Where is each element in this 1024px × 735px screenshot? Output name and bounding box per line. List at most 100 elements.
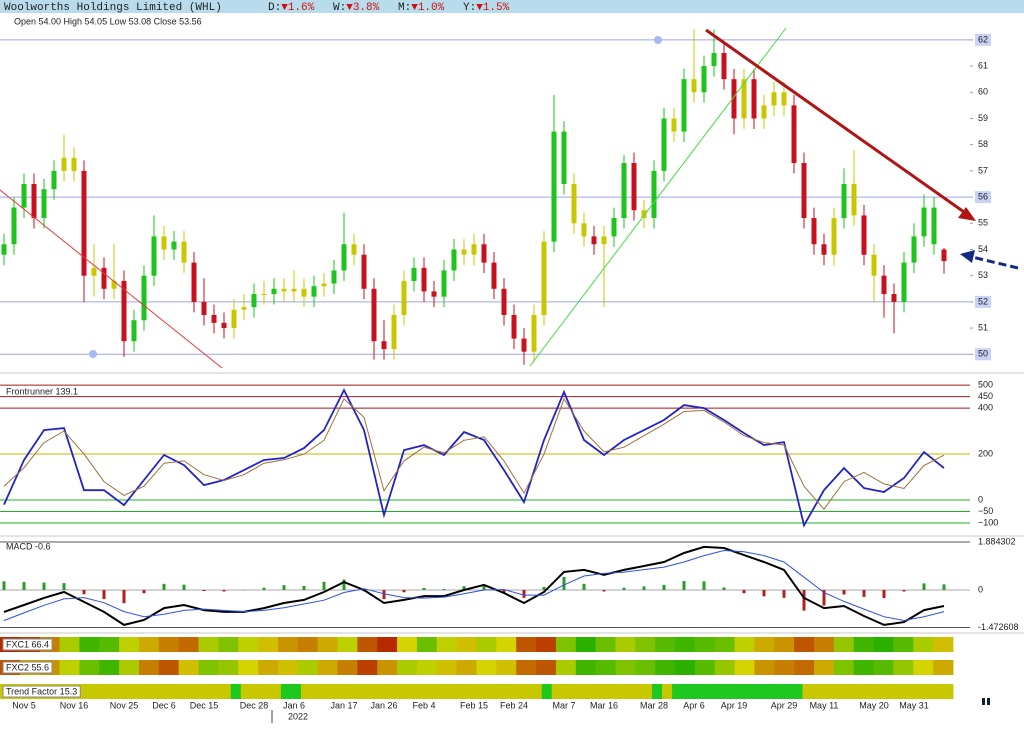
anchor-dot bbox=[654, 36, 662, 44]
change-item: Y:▼1.5% bbox=[463, 2, 510, 14]
heat-cell bbox=[119, 637, 140, 652]
heat-cell bbox=[873, 660, 894, 675]
candle-body bbox=[411, 267, 417, 281]
pause-icon[interactable] bbox=[982, 698, 985, 705]
heat-cell bbox=[913, 637, 934, 652]
change-item: D:▼1.6% bbox=[268, 2, 315, 14]
change-arrow: ▼ bbox=[346, 2, 353, 14]
heat-cell bbox=[541, 684, 553, 699]
trend-line bbox=[705, 28, 965, 214]
histogram-bar bbox=[182, 584, 186, 590]
heat-cell bbox=[59, 660, 80, 675]
histogram-bar bbox=[2, 581, 6, 590]
stock-title: Woolworths Holdings Limited (WHL) bbox=[4, 2, 222, 14]
candle-body bbox=[231, 309, 237, 329]
heat-cell bbox=[481, 684, 492, 699]
heat-cell bbox=[381, 684, 392, 699]
candle-body bbox=[21, 183, 27, 208]
heat-cell bbox=[280, 684, 292, 699]
tick-highlight bbox=[975, 191, 991, 204]
heat-cell bbox=[853, 660, 874, 675]
heat-cell bbox=[536, 637, 557, 652]
candle-body bbox=[771, 92, 777, 106]
candle-body bbox=[731, 79, 737, 119]
y-tick-label: 52 bbox=[978, 296, 988, 306]
candle-body bbox=[31, 183, 37, 219]
candle-body bbox=[921, 207, 927, 237]
heat-cell bbox=[238, 660, 259, 675]
heat-cell bbox=[456, 660, 477, 675]
heat-cell bbox=[238, 637, 259, 652]
heat-cell bbox=[932, 684, 944, 699]
histogram-bar bbox=[502, 589, 506, 594]
heat-cell bbox=[170, 684, 181, 699]
heat-cell bbox=[893, 660, 914, 675]
heat-cell bbox=[90, 684, 101, 699]
histogram-bar bbox=[582, 583, 586, 590]
histogram-bar bbox=[162, 583, 166, 590]
candle-body bbox=[651, 170, 657, 219]
heat-cell bbox=[99, 637, 120, 652]
heat-cell bbox=[694, 637, 716, 652]
heat-cell bbox=[732, 684, 743, 699]
heat-cell bbox=[277, 660, 299, 675]
candle-body bbox=[141, 275, 147, 321]
heat-cell bbox=[675, 660, 696, 675]
candle-body bbox=[791, 105, 797, 164]
x-tick-label: Apr 6 bbox=[683, 700, 705, 710]
x-tick-label: Nov 25 bbox=[110, 700, 139, 710]
candle-body bbox=[211, 314, 217, 323]
heat-cell bbox=[80, 684, 91, 699]
x-tick-label: Jan 6 bbox=[283, 700, 305, 710]
heat-cell bbox=[79, 660, 100, 675]
histogram-bar bbox=[802, 589, 806, 611]
heat-cell bbox=[361, 684, 372, 699]
heat-cell bbox=[642, 684, 653, 699]
histogram-bar bbox=[882, 589, 886, 599]
candle-body bbox=[781, 92, 787, 106]
heat-cell bbox=[471, 684, 482, 699]
change-arrow: ▼ bbox=[411, 2, 418, 14]
y-tick-label: 0 bbox=[978, 584, 983, 594]
histogram-bar bbox=[482, 584, 486, 590]
y-tick-label: -1.472608 bbox=[978, 622, 1019, 632]
heat-cell bbox=[397, 637, 418, 652]
heat-cell bbox=[456, 637, 477, 652]
heat-cell bbox=[655, 660, 676, 675]
heat-cell bbox=[621, 684, 633, 699]
heat-cell bbox=[496, 660, 517, 675]
row-label-box bbox=[2, 661, 53, 674]
pause-icon[interactable] bbox=[987, 698, 990, 705]
heat-cell bbox=[178, 637, 199, 652]
candle-body bbox=[451, 249, 457, 271]
histogram-bar bbox=[142, 589, 146, 594]
y-tick-label: 62 bbox=[978, 34, 988, 44]
heat-cell bbox=[792, 684, 803, 699]
heat-cell bbox=[357, 637, 378, 652]
y-tick-label: −100 bbox=[978, 517, 998, 527]
heat-cell bbox=[794, 660, 815, 675]
candle-body bbox=[481, 244, 487, 263]
heat-cell bbox=[357, 660, 378, 675]
x-tick-label: Mar 16 bbox=[590, 700, 618, 710]
y-tick-label: 450 bbox=[978, 391, 993, 401]
candle-body bbox=[811, 218, 817, 245]
heat-cell bbox=[99, 660, 120, 675]
x-tick-label: Jan 17 bbox=[330, 700, 357, 710]
heat-cell bbox=[371, 684, 382, 699]
candle-body bbox=[861, 215, 867, 255]
histogram-bar bbox=[722, 587, 726, 590]
heat-cell bbox=[150, 684, 161, 699]
heat-cell bbox=[714, 660, 736, 675]
heat-cell bbox=[421, 684, 432, 699]
change-period: W: bbox=[333, 2, 346, 14]
heat-cell bbox=[942, 684, 954, 699]
candle-body bbox=[721, 52, 727, 80]
histogram-bar bbox=[562, 576, 566, 590]
candle-body bbox=[441, 270, 447, 297]
candle-body bbox=[891, 294, 897, 302]
histogram-bar bbox=[222, 589, 226, 592]
histogram-bar bbox=[282, 585, 286, 590]
heat-cell bbox=[516, 637, 537, 652]
heat-cell bbox=[59, 637, 80, 652]
